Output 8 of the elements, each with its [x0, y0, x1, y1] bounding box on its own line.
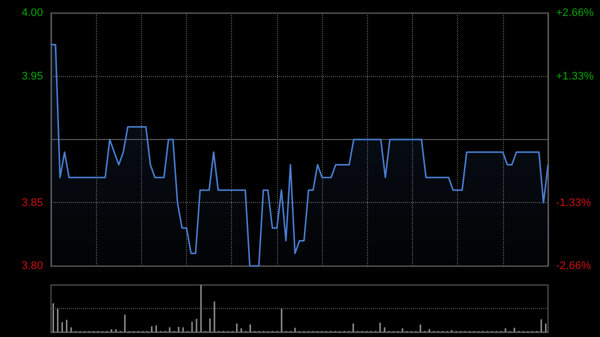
y2-tick-label: +1.33% [556, 70, 594, 82]
y2-tick-label: -2.66% [556, 260, 592, 272]
y2-tick-label: +2.66% [556, 7, 594, 19]
y-tick-label: 3.95 [22, 70, 43, 82]
y-tick-label: 3.80 [22, 260, 43, 272]
y-tick-label: 3.85 [22, 196, 43, 209]
y-tick-label: 4.00 [22, 7, 43, 19]
y2-tick-label: -1.33% [556, 196, 592, 209]
